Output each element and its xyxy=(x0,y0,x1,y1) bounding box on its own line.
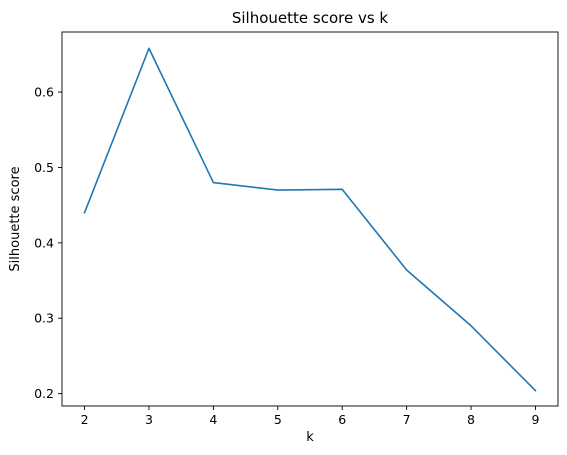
y-axis-label: Silhouette score xyxy=(8,166,23,271)
plot-area: 2 3 4 5 6 7 8 9 0.2 0.3 0.4 0.5 0.6 xyxy=(34,31,559,427)
x-tick-label: 6 xyxy=(338,412,346,427)
x-tick-label: 8 xyxy=(467,412,475,427)
y-tick-label: 0.5 xyxy=(34,160,54,175)
x-tick-label: 9 xyxy=(531,412,539,427)
x-tick-label: 4 xyxy=(209,412,217,427)
y-tick-label: 0.6 xyxy=(34,85,54,100)
x-tick-label: 5 xyxy=(274,412,282,427)
y-tick-label: 0.2 xyxy=(34,386,54,401)
y-axis-ticks: 0.2 0.3 0.4 0.5 0.6 xyxy=(34,85,62,401)
chart-title: Silhouette score vs k xyxy=(232,9,389,27)
x-tick-label: 2 xyxy=(81,412,89,427)
series-line xyxy=(83,47,537,392)
y-tick-label: 0.4 xyxy=(34,235,54,250)
x-axis-ticks: 2 3 4 5 6 7 8 9 xyxy=(81,406,539,427)
x-axis-label: k xyxy=(306,430,314,445)
series-layer xyxy=(83,47,537,392)
x-tick-label: 3 xyxy=(145,412,153,427)
axes-frame xyxy=(61,31,559,407)
y-tick-label: 0.3 xyxy=(34,311,54,326)
x-tick-label: 7 xyxy=(403,412,411,427)
